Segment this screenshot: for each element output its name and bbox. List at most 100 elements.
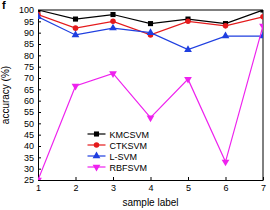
y-tick: 80 bbox=[24, 51, 41, 61]
marker bbox=[109, 71, 117, 78]
y-axis: 253035 404550 556065 707580 859095 100 bbox=[19, 5, 41, 185]
marker bbox=[73, 25, 79, 31]
tick-label: 70 bbox=[24, 73, 34, 83]
tick-label: 7 bbox=[261, 183, 266, 193]
x-axis: 1 2 3 4 5 6 7 bbox=[36, 177, 266, 193]
tick-mark bbox=[151, 177, 152, 180]
tick-label: 5 bbox=[186, 183, 191, 193]
legend-item: KMCSVM bbox=[88, 130, 150, 140]
legend-label: CTKSVM bbox=[110, 141, 148, 151]
tick-mark bbox=[38, 157, 41, 158]
tick-label: 45 bbox=[24, 130, 34, 140]
marker bbox=[222, 32, 230, 39]
legend-label: KMCSVM bbox=[110, 130, 150, 140]
tick-label: 95 bbox=[24, 17, 34, 27]
x-tick: 6 bbox=[223, 177, 228, 193]
x-tick: 3 bbox=[111, 177, 116, 193]
marker bbox=[260, 14, 263, 20]
y-tick: 40 bbox=[24, 141, 41, 151]
y-tick: 75 bbox=[24, 62, 41, 72]
tick-mark bbox=[38, 67, 41, 68]
tick-label: 35 bbox=[24, 153, 34, 163]
x-axis-label: sample label bbox=[122, 197, 178, 208]
tick-label: 80 bbox=[24, 51, 34, 61]
marker bbox=[222, 160, 230, 167]
y-tick: 55 bbox=[24, 107, 41, 117]
marker bbox=[73, 17, 78, 22]
marker bbox=[147, 115, 155, 122]
legend-item: CTKSVM bbox=[88, 141, 148, 151]
series-group bbox=[38, 10, 263, 180]
legend-item: L-SVM bbox=[88, 152, 138, 162]
y-tick: 25 bbox=[24, 175, 41, 185]
marker bbox=[223, 23, 229, 29]
y-tick: 50 bbox=[24, 119, 41, 129]
tick-mark bbox=[38, 146, 41, 147]
x-tick: 2 bbox=[73, 177, 78, 193]
marker bbox=[185, 19, 191, 25]
marker bbox=[72, 84, 80, 91]
tick-mark bbox=[113, 177, 114, 180]
y-tick: 85 bbox=[24, 39, 41, 49]
tick-mark bbox=[38, 55, 41, 56]
marker bbox=[147, 28, 155, 35]
marker bbox=[72, 30, 80, 37]
series-line bbox=[38, 26, 263, 180]
y-tick: 90 bbox=[24, 28, 41, 38]
marker bbox=[184, 77, 192, 84]
tick-mark bbox=[38, 78, 41, 79]
axis-line bbox=[39, 180, 264, 181]
tick-mark bbox=[38, 169, 41, 170]
series-line bbox=[38, 15, 263, 35]
tick-mark bbox=[38, 33, 41, 34]
y-axis-label: accuracy (%) bbox=[0, 66, 11, 124]
tick-mark bbox=[38, 123, 41, 124]
tick-label: 1 bbox=[36, 183, 41, 193]
tick-mark bbox=[38, 21, 41, 22]
tick-mark bbox=[38, 44, 41, 45]
series-line bbox=[38, 17, 263, 50]
tick-label: 6 bbox=[223, 183, 228, 193]
tick-label: 3 bbox=[111, 183, 116, 193]
y-tick: 100 bbox=[19, 5, 41, 15]
tick-label: 40 bbox=[24, 141, 34, 151]
axis-line bbox=[38, 11, 39, 181]
tick-mark bbox=[38, 135, 41, 136]
y-tick: 60 bbox=[24, 96, 41, 106]
legend-marker bbox=[93, 165, 101, 172]
y-tick: 70 bbox=[24, 73, 41, 83]
legend-marker bbox=[94, 142, 100, 148]
y-tick: 30 bbox=[24, 164, 41, 174]
tick-label: 55 bbox=[24, 107, 34, 117]
panel-title: f bbox=[2, 0, 6, 11]
marker bbox=[148, 21, 153, 26]
y-tick: 65 bbox=[24, 85, 41, 95]
tick-label: 4 bbox=[148, 183, 153, 193]
tick-label: 75 bbox=[24, 62, 34, 72]
chart: 1234567253035404550556065707580859095100… bbox=[0, 0, 270, 210]
legend-label: L-SVM bbox=[110, 152, 138, 162]
y-tick: 45 bbox=[24, 130, 41, 140]
tick-label: 90 bbox=[24, 28, 34, 38]
legend-item: RBFSVM bbox=[88, 163, 148, 173]
marker bbox=[260, 10, 263, 13]
legend-marker bbox=[94, 131, 99, 136]
marker bbox=[110, 19, 116, 25]
tick-mark bbox=[188, 177, 189, 180]
tick-label: 25 bbox=[24, 175, 34, 185]
plot: 1234567253035404550556065707580859095100… bbox=[19, 5, 267, 193]
x-tick: 4 bbox=[148, 177, 153, 193]
tick-mark bbox=[38, 180, 41, 181]
tick-label: 50 bbox=[24, 119, 34, 129]
tick-label: 65 bbox=[24, 85, 34, 95]
marker bbox=[184, 45, 192, 52]
tick-mark bbox=[226, 177, 227, 180]
marker bbox=[38, 178, 42, 180]
tick-mark bbox=[38, 112, 41, 113]
x-tick: 5 bbox=[186, 177, 191, 193]
legend: KMCSVMCTKSVML-SVMRBFSVM bbox=[88, 130, 150, 173]
frame bbox=[38, 10, 263, 11]
tick-mark bbox=[38, 101, 41, 102]
tick-mark bbox=[38, 89, 41, 90]
legend-marker bbox=[93, 152, 101, 159]
